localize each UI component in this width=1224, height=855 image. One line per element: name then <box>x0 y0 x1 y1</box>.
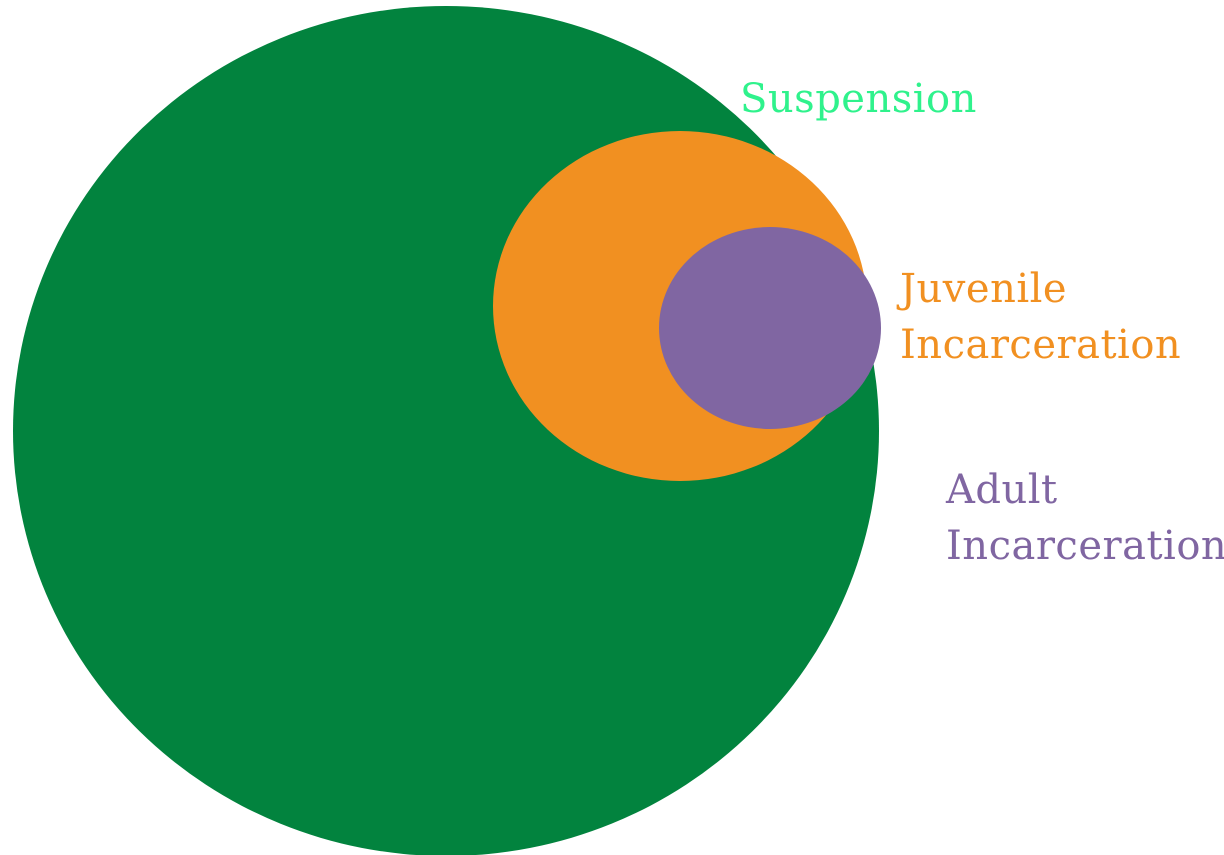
juvenile-label-line-2: Incarceration <box>900 322 1181 368</box>
adult-label-line-2: Incarceration <box>946 523 1224 569</box>
adult-label-line-1: Adult <box>945 467 1058 513</box>
juvenile-incarceration-label: Juvenile Incarceration <box>896 266 1181 368</box>
suspension-label-line: Suspension <box>740 76 977 122</box>
suspension-label: Suspension <box>740 76 977 122</box>
adult-incarceration-set-region <box>659 227 881 429</box>
juvenile-label-line-1: Juvenile <box>896 266 1067 312</box>
adult-incarceration-label: Adult Incarceration <box>945 467 1224 569</box>
